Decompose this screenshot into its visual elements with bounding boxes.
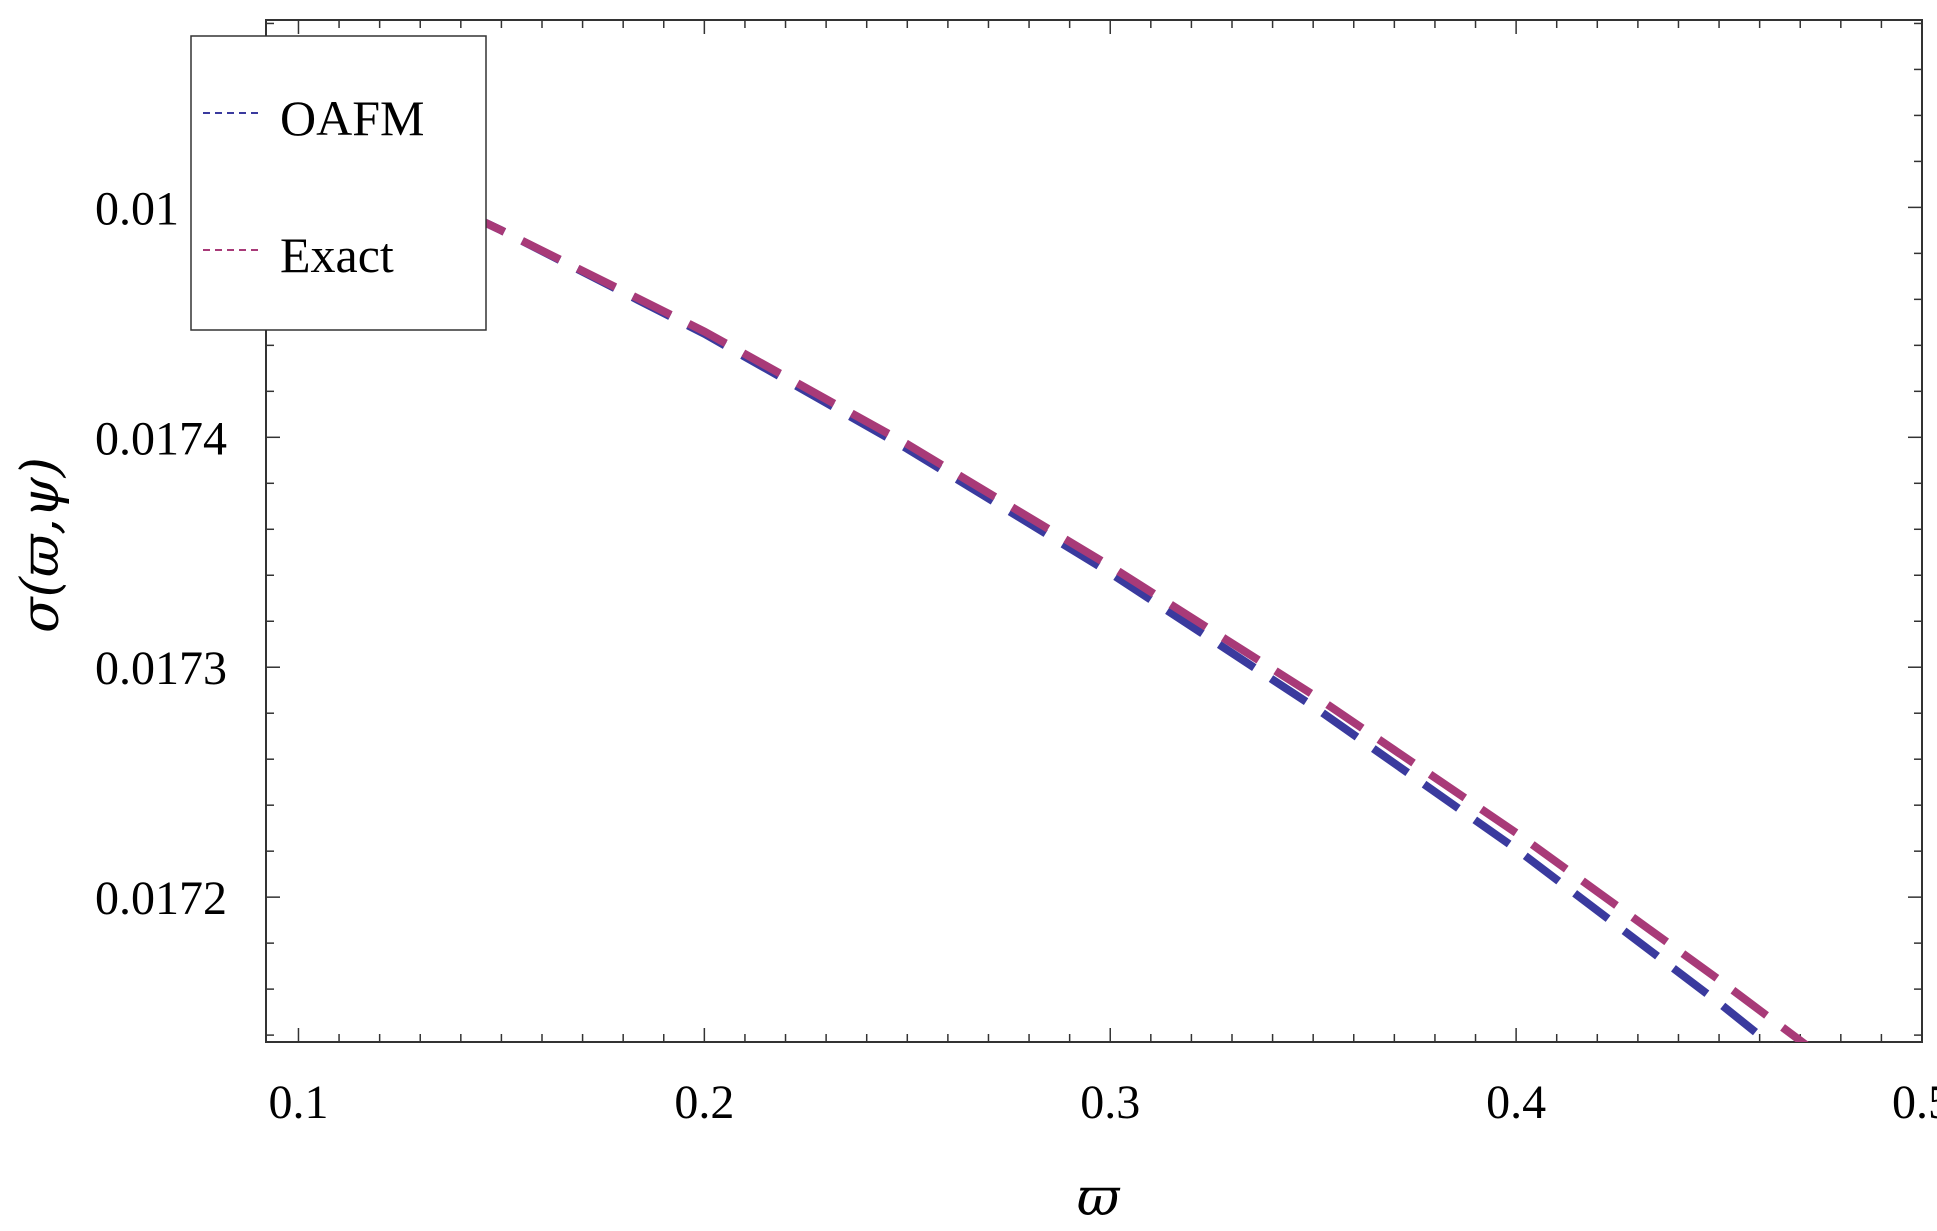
series-line-oafm [296, 130, 1775, 1042]
y-tick-labels: 0.0172 0.0173 0.0174 0.01 [95, 182, 227, 925]
x-tick-label: 0.2 [674, 1076, 734, 1129]
legend: OAFM Exact [190, 35, 487, 331]
series-line-exact [296, 130, 1809, 1042]
legend-box [190, 35, 487, 331]
y-tick-label: 0.0173 [95, 642, 227, 695]
x-tick-label: 0.3 [1080, 1076, 1140, 1129]
series-lines [296, 130, 1809, 1042]
x-tick-labels: 0.1 0.2 0.3 0.4 0.5 [268, 1076, 1937, 1129]
y-tick-label: 0.0174 [95, 412, 227, 465]
y-axis-title: σ(ϖ,ψ) [11, 457, 71, 633]
tick-marks [266, 20, 1923, 1042]
x-axis-title: ϖ [1077, 1168, 1121, 1228]
y-tick-label: 0.0172 [95, 872, 227, 925]
plot-frame [265, 19, 1923, 1043]
x-tick-label: 0.5 [1892, 1076, 1937, 1129]
x-tick-label: 0.1 [268, 1076, 328, 1129]
y-tick-label: 0.01 [95, 182, 179, 235]
legend-label-oafm: OAFM [280, 90, 424, 146]
legend-label-exact: Exact [280, 227, 394, 283]
x-tick-label: 0.4 [1486, 1076, 1546, 1129]
